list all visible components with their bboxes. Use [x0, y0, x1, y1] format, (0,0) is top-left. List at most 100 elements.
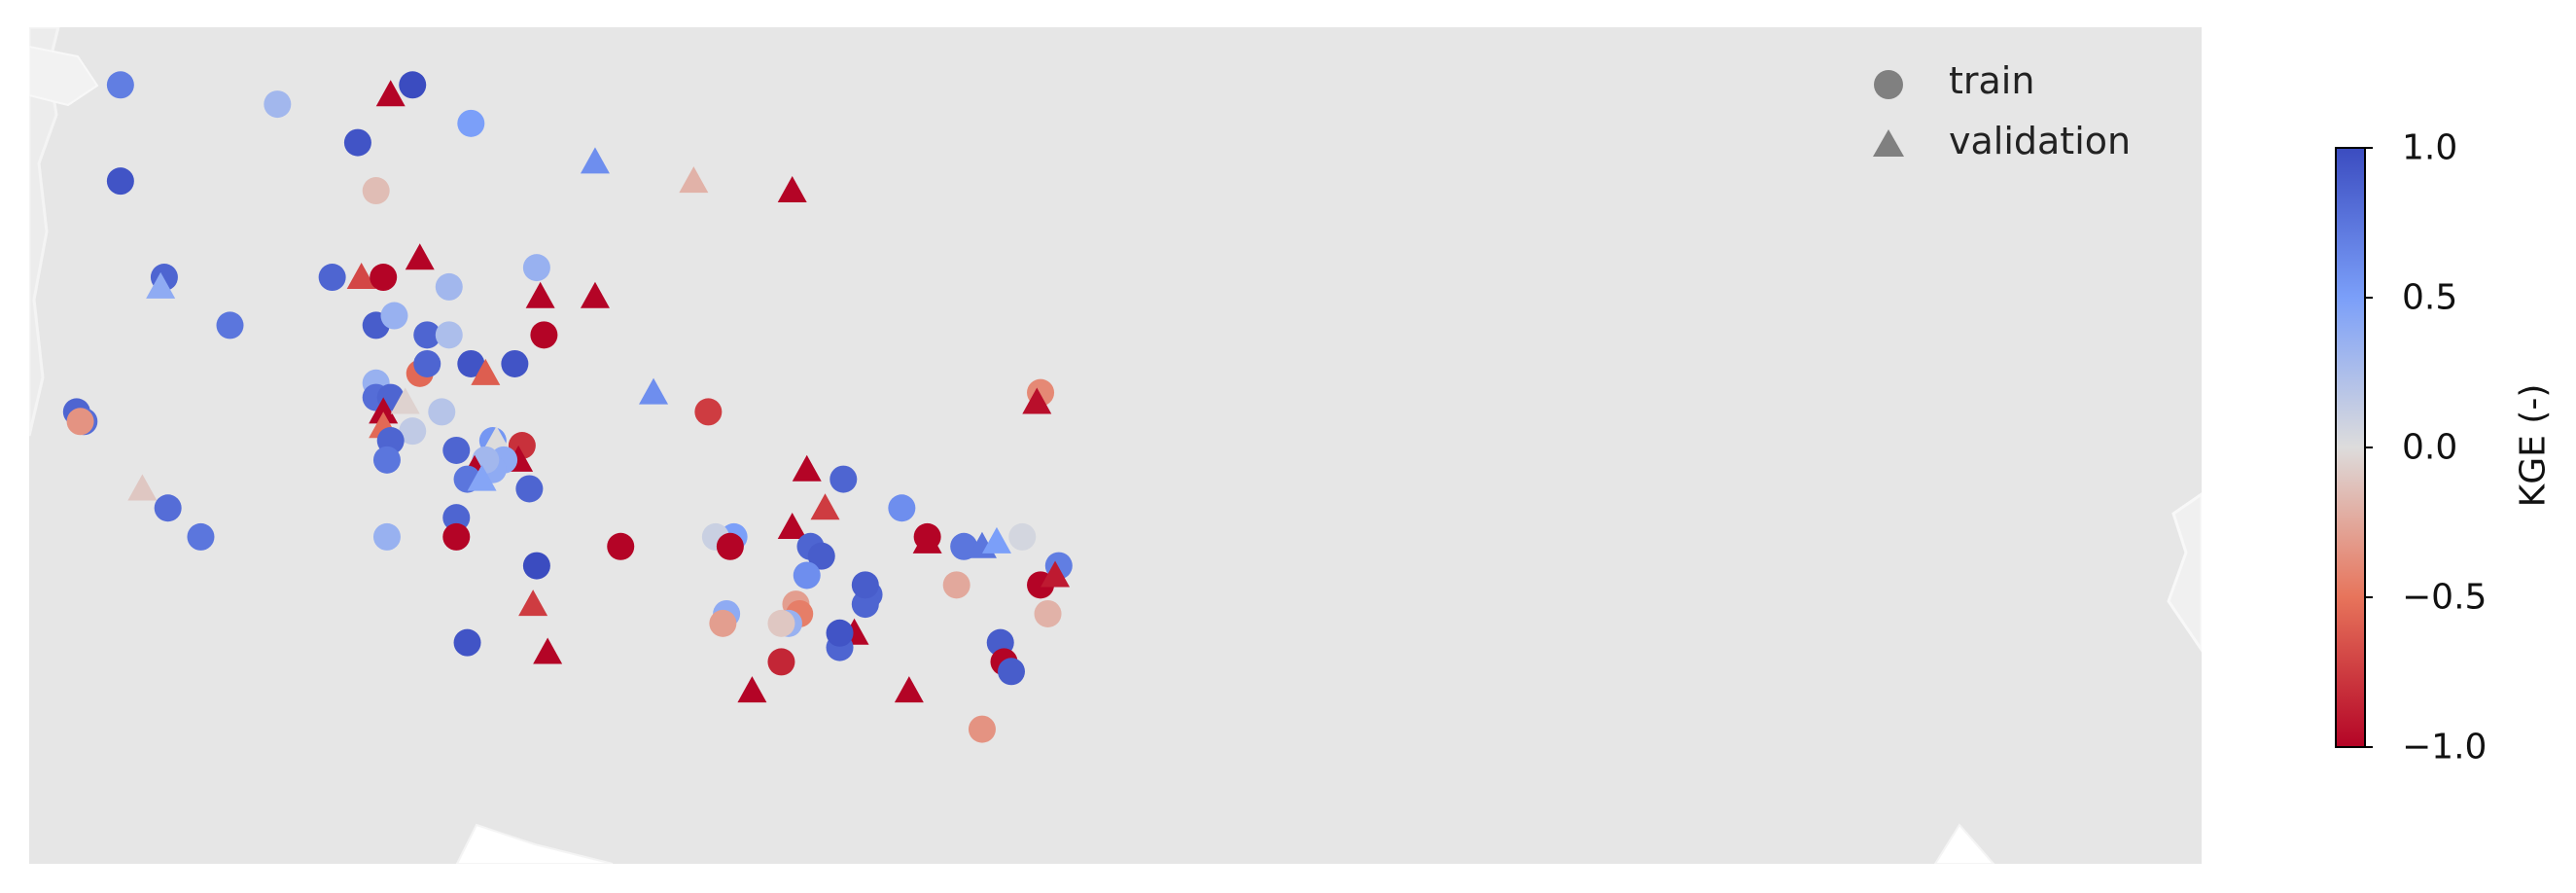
train-site-marker [106, 71, 134, 99]
validation-site-marker [525, 281, 555, 308]
train-site-marker [767, 609, 795, 637]
colorbar [2335, 147, 2373, 748]
colorbar-gradient [2335, 147, 2366, 748]
train-site-marker [362, 177, 390, 205]
legend-validation: validation [1869, 117, 2131, 165]
validation-site-marker [127, 474, 158, 501]
train-site-marker [428, 398, 456, 426]
validation-site-marker [894, 676, 924, 703]
validation-site-marker [346, 263, 376, 290]
train-site-marker [264, 90, 292, 119]
validation-site-marker [481, 426, 512, 453]
colorbar-tick-label: 1.0 [2402, 127, 2458, 168]
train-site-marker [515, 475, 544, 503]
validation-site-marker [533, 637, 563, 664]
train-site-marker [453, 628, 481, 657]
sites-layer [62, 71, 1073, 743]
train-site-marker [318, 264, 346, 292]
train-site-marker [851, 571, 879, 599]
validation-site-marker [471, 358, 501, 385]
train-site-marker [216, 311, 244, 339]
validation-site-marker [777, 513, 807, 540]
train-site-marker [399, 417, 427, 446]
colorbar-ticks [2365, 147, 2373, 748]
train-site-marker [442, 436, 471, 464]
colorbar-tick-label: −1.0 [2402, 727, 2488, 768]
train-site-marker [372, 446, 401, 474]
train-site-marker [442, 522, 471, 551]
legend: train validation [1869, 56, 2180, 183]
train-site-marker [435, 321, 463, 349]
validation-site-marker [390, 387, 420, 414]
southern-border [455, 823, 1995, 864]
train-site-marker [826, 619, 854, 647]
train-site-marker [380, 302, 408, 330]
train-site-marker [997, 658, 1025, 686]
legend-validation-label: validation [1949, 120, 2132, 162]
colorbar-tick-label: 0.5 [2402, 277, 2458, 318]
train-site-marker [154, 494, 182, 522]
map-panel [29, 27, 2202, 864]
pacific-coastline [29, 27, 60, 437]
validation-site-marker [518, 589, 548, 617]
train-site-marker [522, 552, 550, 580]
triangle-marker-icon [1869, 122, 1908, 161]
train-site-marker [413, 321, 441, 349]
train-site-marker [851, 590, 879, 619]
train-site-marker [1008, 522, 1037, 551]
train-site-marker [187, 522, 215, 551]
validation-site-marker [375, 80, 406, 107]
train-site-marker [807, 542, 835, 570]
validation-site-marker [580, 281, 610, 308]
train-site-marker [968, 715, 996, 743]
train-site-marker [442, 504, 471, 532]
validation-site-marker [1041, 560, 1071, 588]
train-site-marker [501, 349, 529, 377]
train-site-marker [370, 264, 398, 292]
train-site-marker [607, 532, 635, 560]
train-site-marker [413, 349, 441, 377]
train-site-marker [716, 532, 744, 560]
train-site-marker [942, 571, 970, 599]
train-site-marker [829, 465, 858, 493]
validation-site-marker [146, 271, 176, 299]
validation-site-marker [1022, 387, 1052, 414]
legend-train: train [1869, 56, 2034, 105]
validation-site-marker [912, 526, 942, 554]
train-site-marker [66, 408, 94, 436]
train-site-marker [709, 609, 737, 637]
train-site-marker [372, 522, 401, 551]
colorbar-label: KGE (-) [2513, 383, 2554, 508]
validation-site-marker [679, 166, 709, 194]
train-site-marker [530, 321, 558, 349]
validation-site-marker [792, 454, 822, 482]
validation-site-marker [981, 526, 1011, 554]
train-site-marker [1034, 599, 1062, 627]
puget-sound-water [29, 45, 99, 107]
train-site-marker [522, 254, 550, 282]
validation-site-marker [580, 147, 610, 174]
validation-site-marker [639, 377, 669, 405]
train-site-marker [457, 349, 485, 377]
validation-site-marker [467, 464, 497, 491]
validation-site-marker [737, 676, 767, 703]
validation-site-marker [777, 176, 807, 203]
atlantic-coastline [2167, 492, 2202, 653]
colorbar-tick-label: 0.0 [2402, 427, 2458, 468]
circle-marker-icon [1869, 61, 1908, 100]
train-site-marker [793, 561, 821, 589]
train-site-marker [399, 71, 427, 99]
train-site-marker [457, 109, 485, 137]
train-site-marker [888, 494, 916, 522]
train-site-marker [106, 167, 134, 196]
legend-train-label: train [1949, 59, 2035, 102]
validation-site-marker [405, 243, 435, 270]
validation-site-marker [369, 397, 399, 424]
validation-site-marker [810, 493, 840, 520]
train-site-marker [767, 648, 795, 676]
basemap [29, 27, 2202, 864]
train-site-marker [694, 398, 723, 426]
train-site-marker [343, 128, 371, 157]
colorbar-tick-label: −0.5 [2402, 577, 2488, 618]
